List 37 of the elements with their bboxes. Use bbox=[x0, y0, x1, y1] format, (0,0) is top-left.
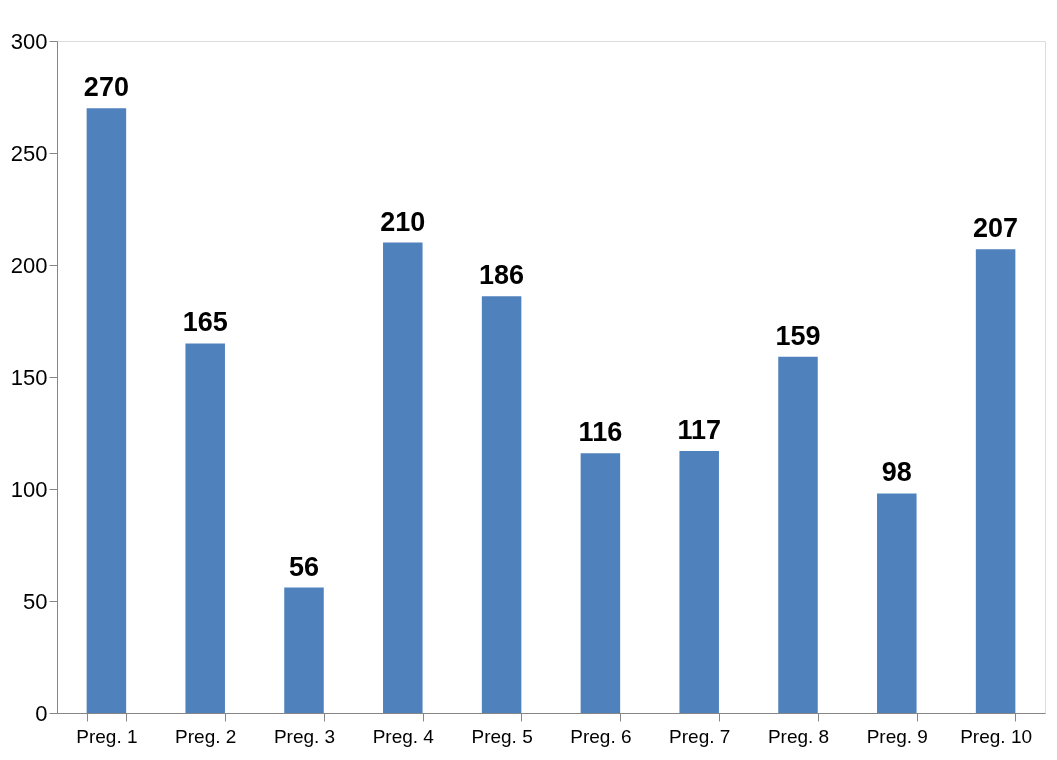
x-tick-label: Preg. 9 bbox=[866, 725, 928, 747]
bar bbox=[185, 343, 225, 713]
bar bbox=[383, 242, 423, 713]
x-tick-label: Preg. 10 bbox=[960, 725, 1033, 747]
data-label: 56 bbox=[288, 551, 320, 582]
x-tick-label: Preg. 8 bbox=[767, 725, 830, 747]
x-tick-label: Preg. 1 bbox=[76, 725, 138, 747]
data-label: 270 bbox=[83, 72, 129, 103]
y-tick-label: 250 bbox=[10, 140, 48, 166]
data-label: 186 bbox=[479, 260, 525, 291]
data-label: 117 bbox=[677, 414, 721, 445]
x-tick-label: Preg. 3 bbox=[273, 725, 336, 747]
data-label: 207 bbox=[973, 213, 1019, 244]
data-label: 98 bbox=[881, 457, 912, 488]
x-tick-label: Preg. 2 bbox=[175, 725, 237, 747]
y-tick-label: 150 bbox=[10, 364, 48, 390]
y-tick-label: 300 bbox=[10, 28, 48, 54]
data-label: 210 bbox=[380, 206, 426, 237]
bar bbox=[580, 453, 621, 713]
bar bbox=[86, 108, 127, 713]
bar bbox=[284, 587, 324, 713]
y-tick-label: 0 bbox=[35, 700, 48, 726]
y-tick-label: 200 bbox=[10, 252, 48, 278]
bar bbox=[975, 249, 1016, 713]
x-tick-label: Preg. 6 bbox=[570, 725, 632, 747]
x-tick-label: Preg. 7 bbox=[669, 725, 731, 747]
x-tick-label: Preg. 5 bbox=[471, 725, 533, 747]
data-label: 165 bbox=[182, 307, 228, 338]
y-tick-label: 100 bbox=[10, 476, 48, 502]
y-tick-label: 50 bbox=[23, 588, 48, 614]
x-tick-label: Preg. 4 bbox=[372, 725, 435, 747]
bar bbox=[481, 296, 522, 713]
bar bbox=[679, 450, 719, 713]
bar bbox=[877, 493, 917, 713]
data-label: 159 bbox=[775, 320, 821, 351]
bar bbox=[778, 356, 818, 713]
data-label: 116 bbox=[578, 417, 623, 448]
